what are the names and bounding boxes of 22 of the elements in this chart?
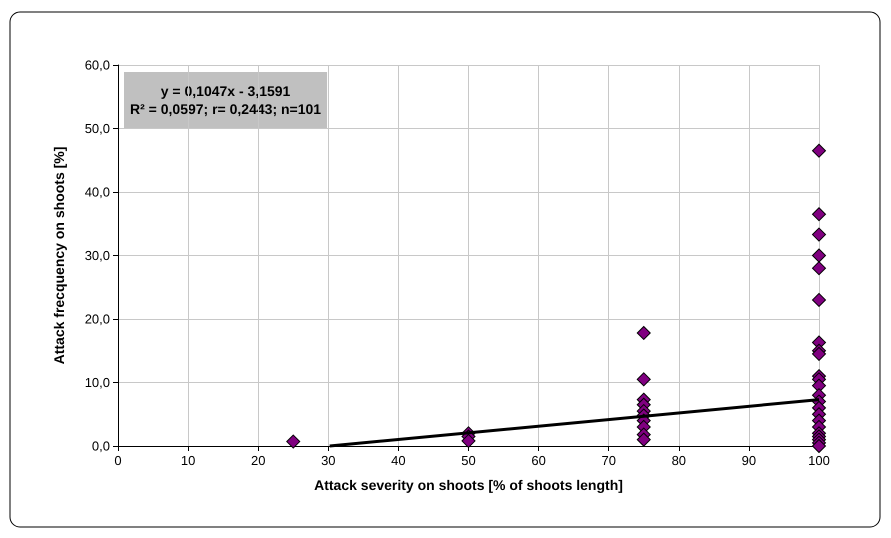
y-tick-label: 10,0: [84, 375, 110, 390]
y-tick-label: 40,0: [84, 184, 110, 200]
x-tick-label: 80: [672, 453, 686, 468]
x-tick-label: 0: [114, 453, 122, 468]
y-tick-label: 60,0: [84, 58, 110, 72]
y-tick-label: 0,0: [92, 438, 110, 454]
x-tick-label: 50: [461, 453, 476, 468]
x-tick-label: 10: [180, 453, 196, 468]
x-tick-label: 90: [742, 453, 756, 468]
y-tick-label: 30,0: [84, 248, 110, 263]
x-tick-label: 100: [808, 453, 830, 468]
x-tick-label: 60: [531, 453, 546, 468]
x-tick-label: 70: [601, 453, 616, 468]
x-tick-label: 30: [321, 453, 336, 468]
x-axis-title: Attack severity on shoots [% of shoots length]: [314, 477, 623, 493]
annotation: R² = 0,0597; r= 0,2443; n=101: [130, 101, 322, 117]
x-tick-label: 40: [391, 453, 406, 468]
x-tick-label: 20: [250, 453, 266, 468]
y-axis-title: Attack frecquency on shoots [%]: [51, 146, 67, 364]
annotation: y = 0,1047x - 3,1591: [160, 83, 291, 99]
y-tick-label: 50,0: [84, 121, 110, 136]
y-tick-label: 20,0: [84, 312, 110, 326]
